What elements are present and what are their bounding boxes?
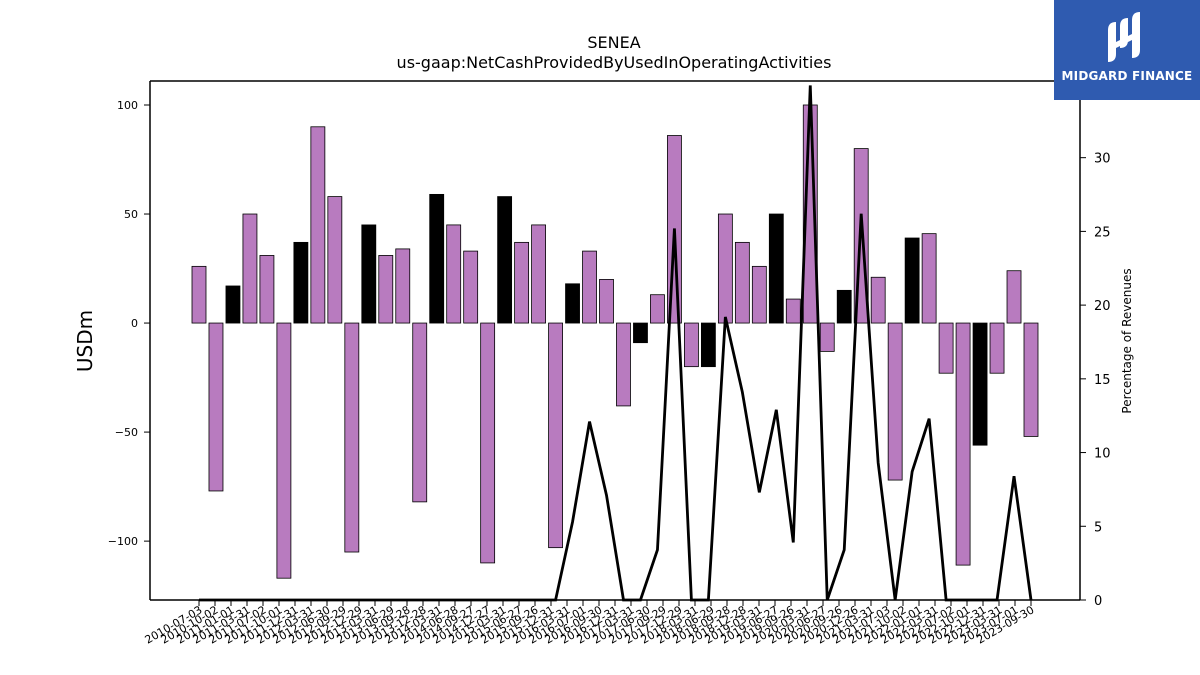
bar (700, 322, 716, 368)
y2-tick-label: 10 (1094, 447, 1111, 462)
bar (938, 322, 954, 374)
bar (412, 322, 428, 503)
bar (463, 250, 479, 324)
y-axis-label: USDm (73, 310, 97, 372)
bar (361, 224, 377, 324)
bar (429, 193, 445, 324)
bar (1006, 270, 1022, 324)
bar (531, 224, 546, 324)
y-tick-label: 50 (124, 208, 138, 221)
bar (276, 322, 292, 579)
bar (497, 196, 513, 324)
bar (582, 250, 597, 324)
y-tick-label: 0 (131, 317, 138, 330)
bar (293, 241, 309, 324)
chart-subtitle: us-gaap:NetCashProvidedByUsedInOperating… (397, 53, 832, 72)
y-tick-label: −100 (108, 535, 138, 548)
bar (1023, 322, 1039, 437)
bar (717, 213, 733, 324)
bar (599, 279, 614, 324)
bar (378, 255, 394, 324)
bar (191, 265, 207, 324)
bar (616, 322, 631, 407)
bar (904, 237, 920, 324)
y2-tick-label: 15 (1094, 373, 1111, 388)
y2-tick-label: 20 (1094, 299, 1111, 314)
bar (633, 322, 648, 344)
bar (734, 241, 750, 324)
y-tick-label: −50 (115, 426, 138, 439)
bar (259, 255, 275, 324)
bar (972, 322, 988, 446)
bar (785, 298, 801, 324)
bar (751, 265, 767, 324)
bar (327, 196, 343, 324)
y-tick-label: 100 (117, 99, 138, 112)
bar (819, 322, 835, 352)
bar (684, 322, 699, 368)
y2-tick-label: 5 (1094, 520, 1102, 535)
y2-axis-label: Percentage of Revenues (1120, 268, 1134, 413)
bar (480, 322, 496, 564)
chart-title: SENEA (587, 33, 640, 52)
bar (836, 289, 852, 324)
bar (395, 248, 411, 324)
y2-tick-label: 25 (1094, 225, 1111, 240)
logo-box: MIDGARD FINANCE (1054, 0, 1200, 100)
bar (225, 285, 241, 324)
logo-text: MIDGARD FINANCE (1061, 69, 1193, 83)
bar (870, 276, 886, 324)
bar (921, 233, 937, 324)
bar (242, 213, 258, 324)
bar (514, 241, 530, 324)
y2-tick-label: 0 (1094, 594, 1102, 609)
y2-tick-label: 30 (1094, 152, 1111, 167)
bar (310, 126, 326, 324)
bar (565, 283, 580, 324)
bar (887, 322, 903, 481)
bar (344, 322, 360, 553)
bar (768, 213, 784, 324)
bar (989, 322, 1005, 374)
bar (208, 322, 224, 492)
midgard-logo-icon (1108, 12, 1140, 62)
bar (548, 322, 563, 549)
bar (955, 322, 971, 566)
bar (446, 224, 462, 324)
bar (650, 294, 665, 324)
